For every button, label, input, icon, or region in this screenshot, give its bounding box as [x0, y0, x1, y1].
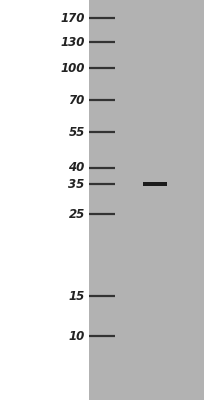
Text: 40: 40 [68, 162, 85, 174]
Text: 70: 70 [68, 94, 85, 106]
Text: 130: 130 [60, 36, 85, 48]
Bar [143, 182, 167, 186]
Text: 170: 170 [60, 12, 85, 24]
Text: 55: 55 [68, 126, 85, 138]
Text: 35: 35 [68, 178, 85, 190]
Text: 15: 15 [68, 290, 85, 302]
Text: 25: 25 [68, 208, 85, 220]
Bar [89, 0, 204, 400]
Text: 100: 100 [60, 62, 85, 74]
Text: 10: 10 [68, 330, 85, 342]
